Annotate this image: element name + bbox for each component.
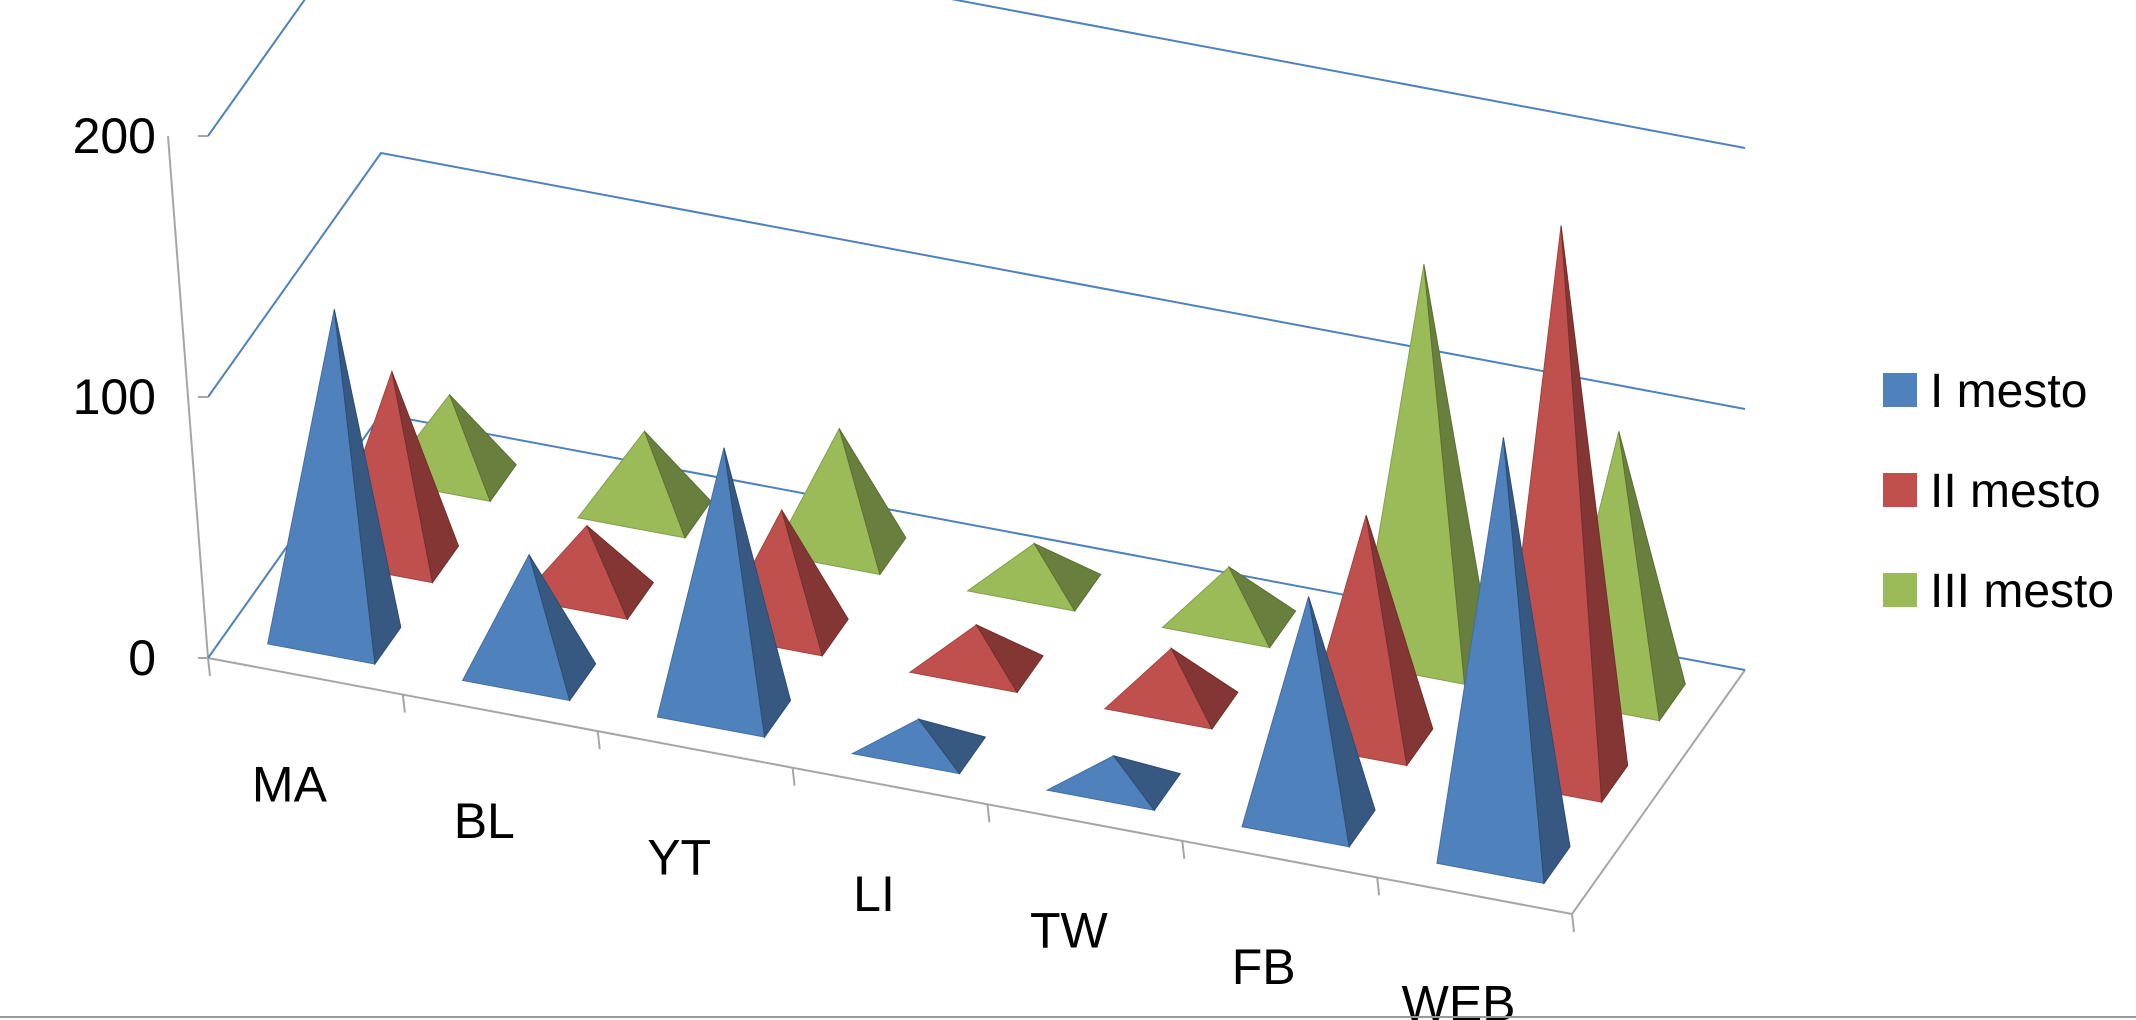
- y-axis-ticks: 0 100 200: [73, 108, 208, 686]
- pyramid-side-face: [1032, 542, 1102, 612]
- legend-item: I mesto: [1883, 365, 2087, 418]
- pyramid-side-face: [975, 623, 1044, 694]
- y-tick-label: 200: [73, 108, 156, 164]
- legend-item: II mesto: [1883, 465, 2101, 518]
- pyramid-i-mesto-bl: [461, 553, 597, 702]
- pyramid-side-face: [838, 428, 907, 576]
- legend-swatch: [1883, 373, 1917, 407]
- pyramid-side-face: [1308, 596, 1376, 849]
- pyramid-ii-mesto-li: [908, 623, 1044, 694]
- left-wall-edge: [167, 135, 209, 659]
- pyramid-side-face: [1112, 754, 1182, 812]
- pyramid-bars: [267, 225, 1686, 885]
- chart-walls: [167, 135, 1746, 915]
- pyramid-side-face: [391, 371, 460, 584]
- x-tick-mark: [207, 657, 211, 677]
- pyramid-iii-mesto-tw: [1161, 565, 1297, 649]
- x-tick-mark: [1181, 840, 1186, 859]
- pyramid-side-face: [1365, 515, 1434, 767]
- pyramid-side-face: [917, 718, 987, 775]
- x-tick-mark: [1376, 877, 1381, 896]
- x-tick-mark: [791, 767, 796, 786]
- x-category-label: MA: [252, 756, 328, 812]
- pyramid-iii-mesto-yt: [772, 427, 907, 576]
- gridline: [207, 0, 1746, 149]
- legend-swatch: [1883, 473, 1917, 507]
- y-tick-label: 0: [128, 630, 156, 686]
- pyramid-side-face: [1170, 646, 1239, 730]
- pyramid-side-face: [781, 509, 849, 657]
- pyramid-i-mesto-li: [850, 718, 987, 775]
- pyramid-i-mesto-yt: [656, 447, 792, 739]
- x-category-label: LI: [853, 866, 895, 922]
- floor-front-edge: [207, 657, 1573, 915]
- pyramid-ii-mesto-tw: [1103, 646, 1239, 730]
- x-tick-mark: [1571, 913, 1576, 933]
- legend-swatch: [1883, 573, 1917, 607]
- x-category-label: YT: [647, 829, 711, 885]
- pyramid-i-mesto-tw: [1045, 754, 1182, 812]
- legend-label: III mesto: [1930, 565, 2114, 618]
- pyramid-side-face: [723, 447, 792, 739]
- pyramid-side-face: [528, 554, 597, 702]
- legend-label: II mesto: [1930, 465, 2101, 518]
- legend: I mesto II mesto III mesto: [1883, 365, 2114, 618]
- pyramid-i-mesto-fb: [1241, 596, 1376, 849]
- pyramid-side-face: [1227, 565, 1297, 649]
- gridline: [207, 151, 1746, 410]
- x-category-label: WEB: [1402, 976, 1516, 1020]
- legend-item: III mesto: [1883, 565, 2114, 618]
- x-category-label: FB: [1232, 939, 1296, 995]
- pyramid-side-face: [1560, 225, 1629, 804]
- pyramid-side-face: [449, 394, 517, 503]
- x-tick-mark: [596, 731, 601, 750]
- x-tick-mark: [986, 804, 991, 823]
- pyramid-iii-mesto-bl: [577, 430, 712, 539]
- x-axis-ticks: [207, 657, 1576, 933]
- pyramid-side-face: [1618, 431, 1686, 723]
- x-axis-categories: MA BL YT LI TW FB WEB: [252, 756, 1516, 1020]
- floor-right-edge: [1571, 669, 1746, 915]
- pyramid-side-face: [333, 309, 402, 666]
- pyramid-side-face: [644, 430, 712, 539]
- pyramid-i-mesto-ma: [267, 309, 402, 666]
- pyramid-side-face: [1502, 437, 1571, 885]
- legend-label: I mesto: [1930, 365, 2087, 418]
- x-category-label: TW: [1030, 903, 1109, 959]
- pyramid-iii-mesto-li: [966, 542, 1102, 612]
- pyramid-i-mesto-web: [1436, 437, 1571, 885]
- x-tick-mark: [401, 694, 406, 713]
- y-tick-label: 100: [73, 369, 156, 425]
- pyramid-side-face: [586, 525, 655, 621]
- x-category-label: BL: [454, 793, 515, 849]
